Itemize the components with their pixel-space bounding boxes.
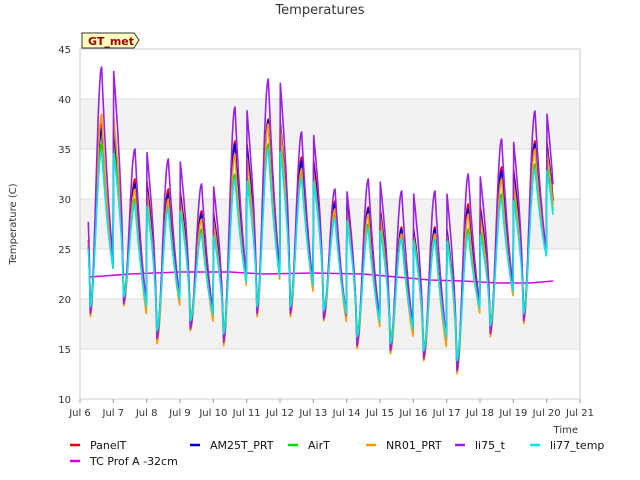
legend: PanelT AM25T_PRT AirT NR01_PRT li75_t li77_te… (70, 439, 604, 468)
plot-band (80, 49, 580, 99)
legend-label: li75_t (475, 439, 506, 452)
legend-label: TC Prof A -32cm (89, 455, 178, 468)
y-tick-label: 10 (58, 395, 71, 406)
station-badge: GT_met (81, 32, 140, 49)
y-tick-label: 45 (58, 45, 71, 56)
y-axis-label: Temperature (C) (8, 183, 19, 265)
legend-label: PanelT (90, 439, 127, 452)
legend-label: AM25T_PRT (210, 439, 274, 452)
x-tick-label: Jul 7 (102, 408, 125, 419)
x-tick-label: Jul 21 (565, 408, 594, 419)
legend-label: AirT (308, 439, 330, 452)
y-tick-label: 40 (58, 95, 71, 106)
x-tick-label: Jul 17 (432, 408, 461, 419)
x-tick-label: Jul 14 (332, 408, 361, 419)
y-tick-label: 25 (58, 245, 71, 256)
x-tick-label: Jul 16 (398, 408, 427, 419)
y-tick-label: 15 (58, 345, 71, 356)
plot-band (80, 99, 580, 149)
x-axis-label: Time (553, 425, 578, 436)
x-tick-label: Jul 9 (168, 408, 191, 419)
y-tick-label: 20 (58, 295, 71, 306)
x-axis-ticks: Jul 6 Jul 7 Jul 8 Jul 9 Jul 10 Jul 11 Jul 12 Ju… (68, 399, 594, 419)
plot-band (80, 149, 580, 199)
y-tick-label: 35 (58, 145, 71, 156)
x-tick-label: Jul 20 (532, 408, 561, 419)
x-tick-label: Jul 15 (365, 408, 394, 419)
series-lines (87, 66, 554, 375)
x-tick-label: Jul 11 (232, 408, 261, 419)
x-tick-label: Jul 10 (198, 408, 227, 419)
station-badge-label: GT_met (88, 35, 134, 48)
plot-band (80, 299, 580, 349)
chart-title: Temperatures (274, 3, 364, 18)
plot-band (80, 349, 580, 399)
station-badge-box (81, 32, 140, 49)
series-line-li75-t (87, 66, 554, 372)
legend-label: li77_temp (550, 439, 604, 452)
y-tick-label: 30 (58, 195, 71, 206)
x-tick-label: Jul 19 (498, 408, 527, 419)
series-line-li77-temp (87, 148, 554, 362)
x-tick-label: Jul 13 (298, 408, 327, 419)
x-tick-label: Jul 8 (135, 408, 158, 419)
x-tick-label: Jul 6 (68, 408, 91, 419)
y-axis-ticks: 10 15 20 25 30 35 40 45 (58, 45, 71, 406)
plot-frame (79, 48, 581, 400)
legend-label: NR01_PRT (386, 439, 442, 452)
x-tick-label: Jul 12 (265, 408, 294, 419)
x-tick-label: Jul 18 (465, 408, 494, 419)
